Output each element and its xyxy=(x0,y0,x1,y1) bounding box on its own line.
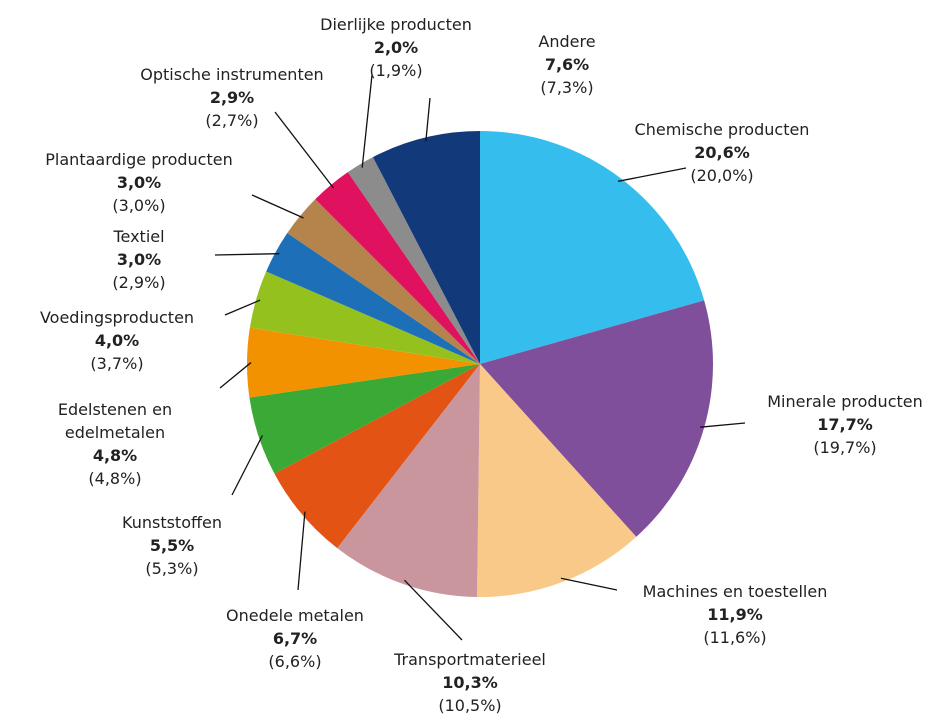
value-label: 17,7% xyxy=(817,415,873,434)
slice-label: Minerale producten 17,7% (19,7%) xyxy=(735,390,941,459)
value-label: 4,0% xyxy=(94,331,140,350)
leader-line xyxy=(251,194,304,219)
leader-line xyxy=(617,167,687,182)
pie-slice xyxy=(480,300,714,537)
leader-line xyxy=(403,579,463,641)
category-label: Andere xyxy=(538,32,596,51)
category-label: Textiel xyxy=(113,227,165,246)
category-label: Edelstenen en edelmetalen xyxy=(57,400,173,442)
previous-value-label: (20,0%) xyxy=(690,166,754,185)
category-label: Machines en toestellen xyxy=(642,582,828,601)
previous-value-label: (3,7%) xyxy=(90,354,144,373)
slice-label: Optische instrumenten 2,9% (2,7%) xyxy=(117,63,347,132)
slice-label: Machines en toestellen 11,9% (11,6%) xyxy=(615,580,855,649)
previous-value-label: (6,6%) xyxy=(268,652,322,671)
leader-line xyxy=(219,362,252,389)
category-label: Transportmaterieel xyxy=(394,650,546,669)
value-label: 3,0% xyxy=(116,250,162,269)
leader-line xyxy=(361,74,373,168)
slice-label: Kunststoffen 5,5% (5,3%) xyxy=(92,511,252,580)
pie-slice xyxy=(249,271,480,364)
category-label: Kunststoffen xyxy=(122,513,222,532)
previous-value-label: (11,6%) xyxy=(703,628,767,647)
value-label: 4,8% xyxy=(92,446,138,465)
slice-label: Dierlijke producten 2,0% (1,9%) xyxy=(286,13,506,82)
category-label: Chemische producten xyxy=(634,120,810,139)
previous-value-label: (19,7%) xyxy=(813,438,877,457)
previous-value-label: (2,9%) xyxy=(112,273,166,292)
value-label: 20,6% xyxy=(694,143,750,162)
value-label: 2,9% xyxy=(209,88,255,107)
category-label: Voedingsproducten xyxy=(39,308,195,327)
slice-label: Textiel 3,0% (2,9%) xyxy=(79,225,199,294)
previous-value-label: (4,8%) xyxy=(88,469,142,488)
slice-label: Edelstenen en edelmetalen 4,8% (4,8%) xyxy=(40,398,190,490)
category-label: Plantaardige producten xyxy=(45,150,233,169)
pie-slice xyxy=(337,364,480,597)
leader-line xyxy=(231,435,264,496)
slice-label: Transportmaterieel 10,3% (10,5%) xyxy=(370,648,570,715)
value-label: 3,0% xyxy=(116,173,162,192)
leader-line xyxy=(214,253,280,256)
previous-value-label: (5,3%) xyxy=(145,559,199,578)
previous-value-label: (2,7%) xyxy=(205,111,259,130)
previous-value-label: (10,5%) xyxy=(438,696,502,715)
value-label: 5,5% xyxy=(149,536,195,555)
pie-slice xyxy=(347,157,480,364)
slice-label: Plantaardige producten 3,0% (3,0%) xyxy=(19,148,259,217)
value-label: 10,3% xyxy=(442,673,498,692)
leader-line xyxy=(224,299,261,316)
leader-line xyxy=(700,422,746,428)
value-label: 7,6% xyxy=(544,55,590,74)
leader-line xyxy=(274,111,334,189)
pie-slice xyxy=(477,364,637,597)
pie-slice xyxy=(287,199,480,364)
pie-slice xyxy=(266,233,480,364)
pie-slice xyxy=(372,131,480,364)
pie-slice xyxy=(480,131,705,364)
slice-label: Onedele metalen 6,7% (6,6%) xyxy=(205,604,385,673)
leader-line xyxy=(560,577,618,591)
pie-slice xyxy=(274,364,480,549)
previous-value-label: (7,3%) xyxy=(540,78,594,97)
slice-label: Chemische producten 20,6% (20,0%) xyxy=(612,118,832,187)
slice-label: Andere 7,6% (7,3%) xyxy=(517,30,617,99)
value-label: 2,0% xyxy=(373,38,419,57)
category-label: Dierlijke producten xyxy=(320,15,472,34)
leader-line xyxy=(297,511,306,591)
leader-line xyxy=(425,97,431,142)
slice-label: Voedingsproducten 4,0% (3,7%) xyxy=(17,306,217,375)
category-label: Optische instrumenten xyxy=(140,65,324,84)
category-label: Minerale producten xyxy=(767,392,923,411)
category-label: Onedele metalen xyxy=(226,606,364,625)
previous-value-label: (1,9%) xyxy=(369,61,423,80)
value-label: 6,7% xyxy=(272,629,318,648)
value-label: 11,9% xyxy=(707,605,763,624)
pie-slice xyxy=(247,327,480,398)
pie-slice xyxy=(315,172,480,364)
pie-slice xyxy=(249,364,480,474)
previous-value-label: (3,0%) xyxy=(112,196,166,215)
